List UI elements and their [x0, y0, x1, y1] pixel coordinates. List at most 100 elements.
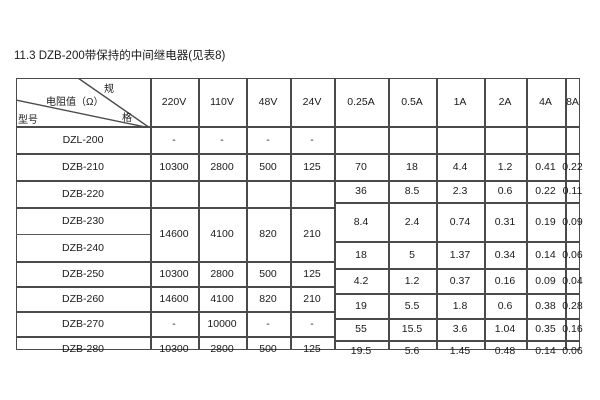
cur-cell-r3-c1: 5	[409, 248, 415, 261]
right-rule-5	[334, 268, 580, 270]
right-rule-4	[334, 241, 580, 243]
cur-cell-r4-c2: 0.37	[449, 274, 471, 287]
col-rule-110v	[246, 78, 248, 350]
cur-cell-r0-c1: 18	[406, 160, 418, 173]
res-cell-r3-c3: 210	[303, 228, 321, 240]
corner-header-cell: 规 电阻值（Ω） 格 型号	[16, 78, 150, 128]
res-cell-r3-c0: 14600	[159, 228, 189, 240]
right-rule-1	[334, 153, 580, 155]
cur-cell-r3-c5: 0.06	[562, 248, 583, 261]
cur-cell-r6-c2: 3.6	[452, 323, 468, 335]
cur-cell-r3-c2: 1.37	[449, 248, 471, 261]
cur-cell-r4-c5: 0.04	[562, 274, 583, 287]
cur-cell-r2-c5: 0.09	[562, 215, 583, 228]
header-24v: 24V	[302, 96, 322, 108]
res-cell-r0-c3: -	[310, 133, 314, 146]
res-cell-r5-c0: 14600	[159, 292, 189, 305]
header-025a: 0.25A	[347, 96, 375, 108]
res-cell-r6-c3: -	[310, 317, 314, 330]
right-rule-6	[334, 293, 580, 295]
corner-label-model: 型号	[18, 115, 38, 126]
cur-cell-r7-c0: 19.5	[350, 344, 372, 357]
col-rule-1a	[484, 78, 486, 350]
model-cell-dzb-260: DZB-260	[61, 292, 104, 305]
res-cell-r1-c1: 2800	[210, 160, 234, 173]
cur-cell-r1-c0: 36	[355, 185, 367, 197]
cur-cell-r3-c4: 0.14	[535, 248, 556, 261]
cur-cell-r0-c4: 0.41	[535, 160, 556, 173]
res-cell-r2-c3	[290, 180, 334, 207]
res-cell-r7-c1: 2800	[210, 342, 234, 355]
header-220v: 220V	[161, 96, 187, 108]
cur-cell-r5-c3: 0.6	[497, 299, 513, 312]
res-cell-r2-c2	[246, 180, 290, 207]
right-rule-7	[334, 318, 580, 320]
col-rule-2a	[526, 78, 528, 350]
header-8a: 8A	[566, 96, 579, 108]
left-rule-1	[16, 153, 334, 155]
res-cell-r0-c2: -	[266, 133, 270, 146]
cur-cell-r5-c0: 19	[355, 299, 367, 312]
header-110v: 110V	[210, 96, 234, 108]
cur-cell-r6-c4: 0.35	[535, 323, 556, 335]
cur-cell-r5-c5: 0.28	[562, 299, 583, 312]
cur-cell-r6-c0: 55	[355, 323, 367, 335]
left-rule-6	[16, 286, 334, 288]
cur-cell-r6-c1: 15.5	[401, 323, 423, 335]
right-rule-8	[334, 340, 580, 342]
left-rule-4-model-only	[16, 234, 150, 236]
res-cell-r3-c1: 4100	[210, 228, 234, 240]
cur-cell-r7-c1: 5.6	[404, 344, 420, 357]
res-cell-r6-c0: -	[172, 317, 176, 330]
cur-cell-r2-c1: 2.4	[404, 215, 420, 228]
right-rule-3	[334, 202, 580, 204]
cur-cell-r7-c3: 0.48	[494, 344, 516, 357]
corner-label-resistance: 电阻值（Ω）	[46, 97, 104, 108]
res-cell-r4-c3: 125	[303, 267, 321, 280]
res-cell-r2-c1	[198, 180, 246, 207]
cur-cell-r0-c2: 4.4	[452, 160, 468, 173]
cur-cell-r3-c0: 18	[355, 248, 367, 261]
cur-cell-r0-c5: 0.22	[562, 160, 583, 173]
cur-cell-r2-c2: 0.74	[449, 215, 471, 228]
model-cell-dzb-210: DZB-210	[61, 160, 104, 173]
cur-cell-r5-c1: 5.5	[404, 299, 420, 312]
cur-cell-r1-c1: 8.5	[404, 185, 420, 197]
cur-cell-r5-c4: 0.38	[535, 299, 556, 312]
cur-cell-r4-c1: 1.2	[404, 274, 420, 287]
left-rule-3	[16, 207, 334, 209]
res-cell-r5-c1: 4100	[210, 292, 234, 305]
corner-label-spec: 规	[104, 84, 114, 95]
col-rule-4a	[565, 78, 567, 350]
res-cell-r6-c1: 10000	[207, 317, 237, 330]
header-05a: 0.5A	[401, 96, 423, 108]
cur-cell-r7-c4: 0.14	[535, 344, 556, 357]
cur-cell-r3-c3: 0.34	[494, 248, 516, 261]
cur-cell-r2-c3: 0.31	[494, 215, 516, 228]
res-cell-r2-c0	[150, 180, 198, 207]
res-cell-r1-c3: 125	[303, 160, 321, 173]
cur-cell-r4-c4: 0.09	[535, 274, 556, 287]
header-48v: 48V	[258, 96, 278, 108]
cur-cell-r2-c4: 0.19	[535, 215, 556, 228]
cur-cell-r1-c2: 2.3	[452, 185, 468, 197]
model-cell-dzb-230: DZB-230	[61, 214, 104, 227]
model-cell-dzb-240: DZB-240	[61, 241, 104, 254]
left-rule-5	[16, 261, 334, 263]
res-cell-r0-c0: -	[172, 133, 176, 146]
cur-cell-r1-c5: 0.11	[562, 185, 583, 197]
corner-label-spec2: 格	[122, 113, 132, 124]
cur-cell-r4-c0: 4.2	[353, 274, 369, 287]
model-cell-dzl-200: DZL-200	[62, 133, 104, 146]
cur-cell-r7-c2: 1.45	[449, 344, 471, 357]
cur-cell-r6-c5: 0.16	[562, 323, 583, 335]
res-cell-r4-c0: 10300	[159, 267, 189, 280]
left-rule-8	[16, 336, 334, 338]
res-cell-r5-c2: 820	[259, 292, 277, 305]
cur-cell-r7-c5: 0.06	[562, 344, 583, 357]
res-cell-r5-c3: 210	[303, 292, 321, 305]
res-cell-r7-c0: 10300	[159, 342, 189, 355]
col-rule-025a	[388, 78, 390, 350]
col-rule-24v	[334, 78, 336, 350]
header-4a: 4A	[539, 96, 552, 108]
